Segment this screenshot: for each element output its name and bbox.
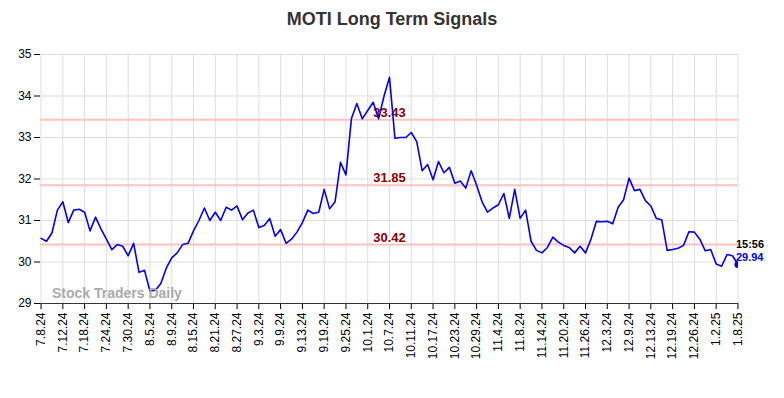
- svg-text:8.5.24: 8.5.24: [143, 312, 157, 346]
- html-text:MOTI Long Term Signals: MOTI Long Term Signals: [286, 9, 498, 29]
- svg-text:10.23.24: 10.23.24: [448, 312, 462, 359]
- svg-text:29: 29: [18, 296, 32, 310]
- svg-text:Stock Traders Daily: Stock Traders Daily: [52, 285, 182, 301]
- svg-text:30: 30: [18, 255, 32, 269]
- svg-text:7.24.24: 7.24.24: [99, 312, 113, 352]
- svg-text:12.19.24: 12.19.24: [665, 312, 679, 359]
- svg-text:30.42: 30.42: [373, 230, 406, 245]
- svg-text:9.3.24: 9.3.24: [252, 312, 266, 346]
- svg-text:12.9.24: 12.9.24: [622, 312, 636, 352]
- svg-text:12.3.24: 12.3.24: [600, 312, 614, 352]
- svg-text:11.4.24: 11.4.24: [491, 312, 505, 351]
- svg-text:12.13.24: 12.13.24: [644, 312, 658, 359]
- svg-text:7.18.24: 7.18.24: [77, 312, 91, 352]
- svg-text:31.85: 31.85: [373, 170, 406, 185]
- svg-text:10.17.24: 10.17.24: [426, 312, 440, 359]
- svg-text:8.15.24: 8.15.24: [186, 312, 200, 352]
- svg-text:8.27.24: 8.27.24: [230, 312, 244, 352]
- svg-text:7.8.24: 7.8.24: [34, 312, 48, 346]
- svg-text:8.21.24: 8.21.24: [208, 312, 222, 352]
- svg-text:8.9.24: 8.9.24: [165, 312, 179, 346]
- svg-text:7.12.24: 7.12.24: [56, 312, 70, 352]
- svg-text:29.94: 29.94: [736, 251, 764, 263]
- svg-text:7.30.24: 7.30.24: [121, 312, 135, 352]
- svg-text:33.43: 33.43: [373, 104, 406, 120]
- svg-text:1.8.25: 1.8.25: [731, 312, 745, 346]
- svg-text:11.20.24: 11.20.24: [557, 312, 571, 358]
- svg-text:10.29.24: 10.29.24: [469, 312, 483, 359]
- svg-text:33: 33: [18, 130, 32, 144]
- svg-text:9.25.24: 9.25.24: [339, 312, 353, 352]
- svg-text:9.9.24: 9.9.24: [273, 312, 287, 346]
- svg-text:10.7.24: 10.7.24: [382, 312, 396, 352]
- svg-text:11.8.24: 11.8.24: [513, 312, 527, 351]
- svg-text:9.19.24: 9.19.24: [317, 312, 331, 352]
- svg-text:9.13.24: 9.13.24: [295, 312, 309, 352]
- svg-text:10.1.24: 10.1.24: [361, 312, 375, 352]
- svg-text:32: 32: [18, 172, 32, 186]
- svg-text:31: 31: [18, 213, 32, 227]
- svg-text:35: 35: [18, 47, 32, 61]
- svg-text:11.26.24: 11.26.24: [578, 312, 592, 358]
- svg-text:10.11.24: 10.11.24: [404, 312, 418, 358]
- svg-text:11.14.24: 11.14.24: [535, 312, 549, 358]
- svg-text:15:56: 15:56: [736, 238, 764, 250]
- svg-text:1.2.25: 1.2.25: [709, 312, 723, 346]
- svg-text:12.26.24: 12.26.24: [687, 312, 701, 359]
- svg-text:34: 34: [18, 89, 32, 103]
